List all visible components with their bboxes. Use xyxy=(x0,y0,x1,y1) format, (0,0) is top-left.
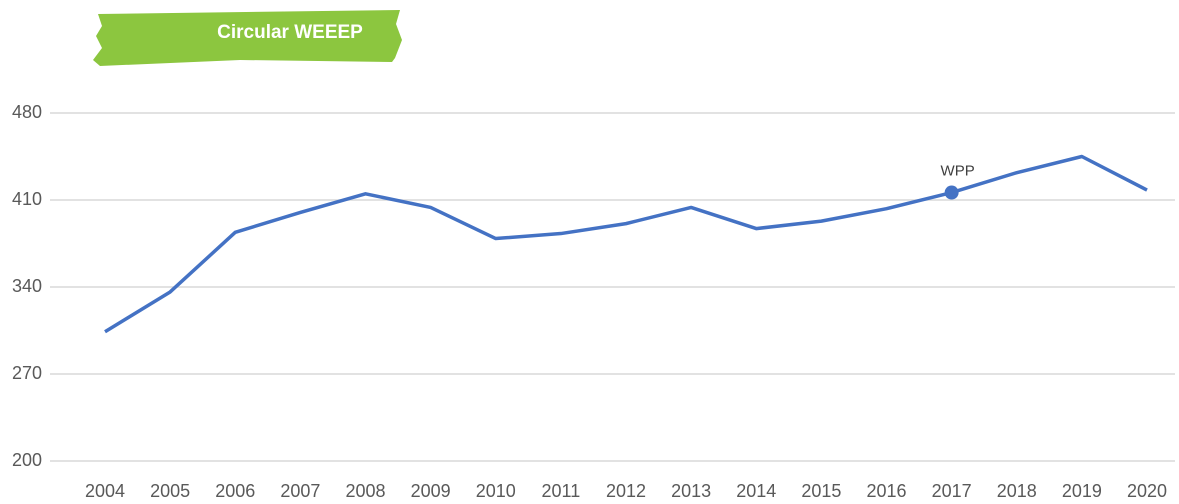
annotation-point xyxy=(944,185,959,200)
x-tick-label: 2005 xyxy=(150,481,190,501)
y-tick-label: 340 xyxy=(12,276,42,296)
x-tick-label: 2017 xyxy=(932,481,972,501)
x-tick-label: 2015 xyxy=(801,481,841,501)
x-tick-label: 2018 xyxy=(997,481,1037,501)
x-tick-label: 2007 xyxy=(280,481,320,501)
x-tick-label: 2010 xyxy=(476,481,516,501)
x-tick-label: 2016 xyxy=(866,481,906,501)
x-tick-label: 2020 xyxy=(1127,481,1167,501)
x-tick-label: 2011 xyxy=(542,481,581,501)
chart-title: Circular WEEEP xyxy=(217,22,363,43)
y-tick-label: 410 xyxy=(12,189,42,209)
title-badge xyxy=(93,10,402,66)
x-tick-label: 2012 xyxy=(606,481,646,501)
x-tick-label: 2008 xyxy=(345,481,385,501)
y-tick-label: 200 xyxy=(12,450,42,470)
y-tick-label: 480 xyxy=(12,102,42,122)
annotation-label: WPP xyxy=(941,163,975,180)
x-tick-label: 2019 xyxy=(1062,481,1102,501)
x-tick-label: 2009 xyxy=(411,481,451,501)
y-tick-label: 270 xyxy=(12,363,42,383)
x-tick-label: 2006 xyxy=(215,481,255,501)
line-series xyxy=(104,154,1148,334)
x-tick-label: 2004 xyxy=(85,481,125,501)
x-tick-label: 2014 xyxy=(736,481,776,501)
x-tick-label: 2013 xyxy=(671,481,711,501)
